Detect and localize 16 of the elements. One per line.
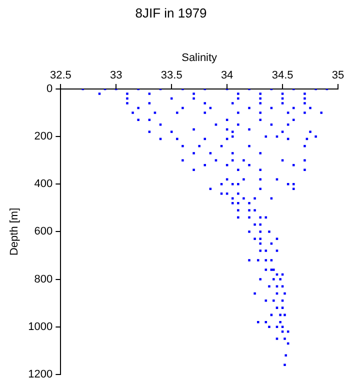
x-tick-label: 35	[332, 69, 344, 82]
y-tick-label: 1200	[28, 368, 53, 380]
x-tick-label: 33	[110, 69, 122, 82]
y-tick-label: 0	[46, 83, 53, 96]
y-tick-label: 1000	[28, 320, 53, 333]
y-axis-title: Depth [m]	[8, 208, 21, 256]
x-tick-label: 32.5	[50, 69, 72, 82]
y-tick-label: 600	[34, 226, 53, 238]
y-tick-label: 400	[34, 178, 53, 190]
x-tick-label: 34	[220, 69, 234, 82]
x-axis-title: Salinity	[182, 52, 218, 64]
x-tick-label: 34.5	[272, 69, 294, 82]
x-tick-label: 33.5	[160, 69, 182, 82]
chart-title: 8JIF in 1979	[135, 5, 207, 20]
y-tick-label: 200	[34, 130, 53, 143]
y-tick-label: 800	[34, 273, 53, 286]
